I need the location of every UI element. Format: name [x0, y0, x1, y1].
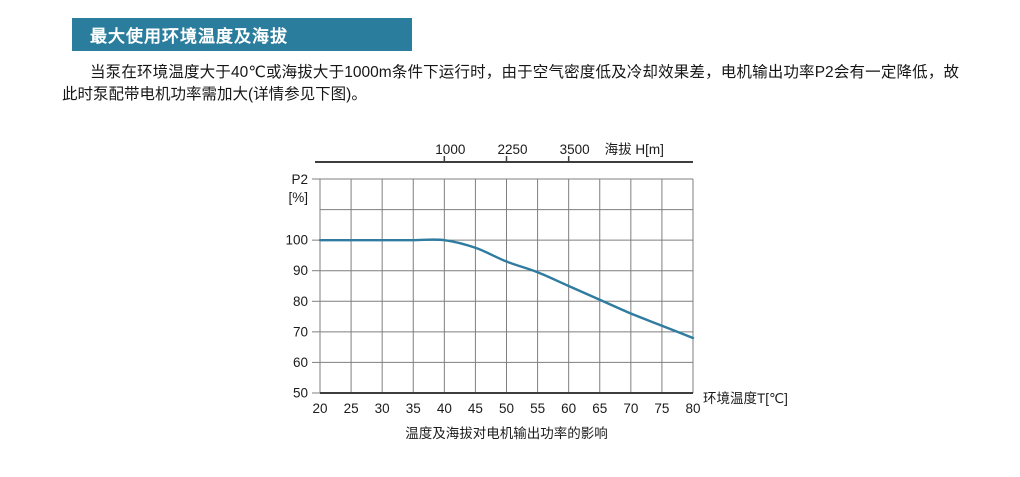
- x-tick-label: 70: [623, 401, 638, 416]
- altitude-tick-label: 1000: [435, 142, 465, 157]
- y-tick-label: 70: [293, 324, 308, 339]
- y-tick-label: 50: [293, 386, 308, 401]
- section-title: 最大使用环境温度及海拔: [90, 27, 288, 46]
- x-tick-label: 50: [499, 401, 514, 416]
- y-axis-unit: [%]: [288, 190, 308, 205]
- altitude-tick-label: 3500: [560, 142, 590, 157]
- y-tick-label: 100: [285, 233, 308, 248]
- x-tick-label: 40: [437, 401, 452, 416]
- x-tick-label: 80: [685, 401, 700, 416]
- x-tick-label: 20: [312, 401, 327, 416]
- x-tick-label: 65: [592, 401, 607, 416]
- derating-curve: [318, 238, 695, 340]
- x-tick-label: 25: [344, 401, 359, 416]
- y-axis-title: P2: [291, 172, 308, 187]
- y-tick-label: 60: [293, 355, 308, 370]
- altitude-tick-label: 2250: [497, 142, 527, 157]
- x-tick-label: 75: [654, 401, 669, 416]
- x-tick-label: 35: [406, 401, 421, 416]
- altitude-axis-title: 海拔 H[m]: [605, 142, 664, 157]
- x-tick-label: 45: [468, 401, 483, 416]
- y-tick-label: 90: [293, 263, 308, 278]
- chart-caption: 温度及海拔对电机输出功率的影响: [405, 425, 608, 441]
- x-tick-label: 55: [530, 401, 545, 416]
- body-paragraph: 当泵在环境温度大于40℃或海拔大于1000m条件下运行时，由于空气密度低及冷却效…: [62, 64, 959, 103]
- x-tick-label: 60: [561, 401, 576, 416]
- derating-chart: 100 90 80 70 60 50 P2 [%] 20 25 30 35 40 45 50 55 60 65 70…: [270, 135, 810, 447]
- section-header: 最大使用环境温度及海拔: [72, 18, 412, 51]
- x-axis-title: 环境温度T[℃]: [703, 391, 788, 406]
- y-tick-label: 80: [293, 294, 308, 309]
- chart-canvas: 100 90 80 70 60 50 P2 [%] 20 25 30 35 40 45 50 55 60 65 70…: [285, 142, 788, 441]
- x-tick-label: 30: [375, 401, 390, 416]
